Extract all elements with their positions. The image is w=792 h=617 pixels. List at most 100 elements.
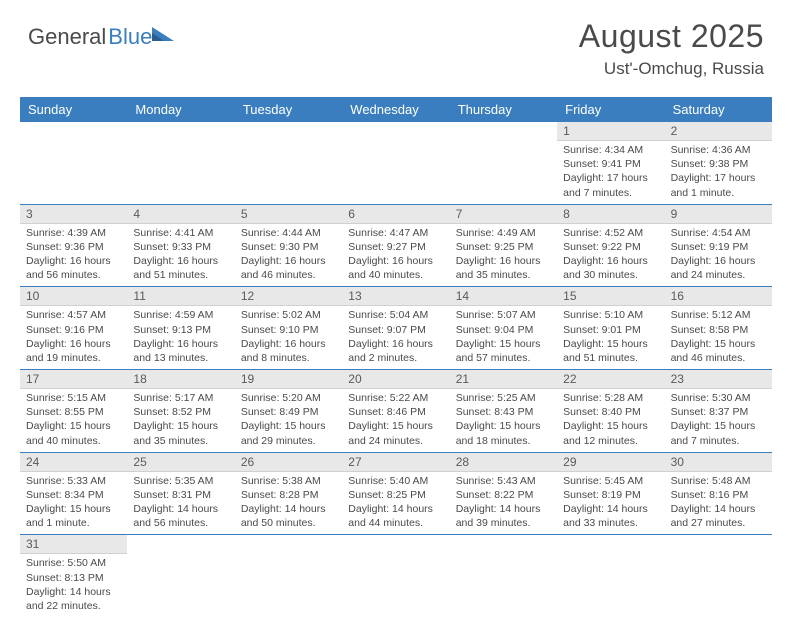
week-row: 3Sunrise: 4:39 AMSunset: 9:36 PMDaylight… bbox=[20, 205, 772, 288]
day-number: 3 bbox=[20, 205, 127, 224]
day-cell: 14Sunrise: 5:07 AMSunset: 9:04 PMDayligh… bbox=[450, 287, 557, 369]
day-cell: 1Sunrise: 4:34 AMSunset: 9:41 PMDaylight… bbox=[557, 122, 664, 204]
day-details: Sunrise: 4:52 AMSunset: 9:22 PMDaylight:… bbox=[557, 224, 664, 287]
day-details: Sunrise: 4:49 AMSunset: 9:25 PMDaylight:… bbox=[450, 224, 557, 287]
day-number: 4 bbox=[127, 205, 234, 224]
sunset-text: Sunset: 9:01 PM bbox=[563, 323, 658, 337]
day-details: Sunrise: 5:38 AMSunset: 8:28 PMDaylight:… bbox=[235, 472, 342, 535]
day-details: Sunrise: 4:34 AMSunset: 9:41 PMDaylight:… bbox=[557, 141, 664, 204]
sunrise-text: Sunrise: 5:17 AM bbox=[133, 391, 228, 405]
daylight-text: Daylight: 16 hours and 46 minutes. bbox=[241, 254, 336, 282]
day-header-cell: Sunday bbox=[20, 97, 127, 122]
sunrise-text: Sunrise: 5:48 AM bbox=[671, 474, 766, 488]
day-cell: 7Sunrise: 4:49 AMSunset: 9:25 PMDaylight… bbox=[450, 205, 557, 287]
day-cell: 16Sunrise: 5:12 AMSunset: 8:58 PMDayligh… bbox=[665, 287, 772, 369]
day-number: 30 bbox=[665, 453, 772, 472]
sunset-text: Sunset: 8:19 PM bbox=[563, 488, 658, 502]
day-number: 22 bbox=[557, 370, 664, 389]
sunset-text: Sunset: 8:43 PM bbox=[456, 405, 551, 419]
sunrise-text: Sunrise: 5:15 AM bbox=[26, 391, 121, 405]
sunrise-text: Sunrise: 4:39 AM bbox=[26, 226, 121, 240]
daylight-text: Daylight: 14 hours and 50 minutes. bbox=[241, 502, 336, 530]
day-header-cell: Saturday bbox=[665, 97, 772, 122]
location: Ust'-Omchug, Russia bbox=[579, 59, 764, 79]
week-row: 10Sunrise: 4:57 AMSunset: 9:16 PMDayligh… bbox=[20, 287, 772, 370]
daylight-text: Daylight: 14 hours and 44 minutes. bbox=[348, 502, 443, 530]
day-number: 13 bbox=[342, 287, 449, 306]
sunrise-text: Sunrise: 5:22 AM bbox=[348, 391, 443, 405]
sunset-text: Sunset: 8:28 PM bbox=[241, 488, 336, 502]
day-number: 26 bbox=[235, 453, 342, 472]
sunrise-text: Sunrise: 5:25 AM bbox=[456, 391, 551, 405]
sunrise-text: Sunrise: 4:36 AM bbox=[671, 143, 766, 157]
daylight-text: Daylight: 15 hours and 12 minutes. bbox=[563, 419, 658, 447]
day-number: 18 bbox=[127, 370, 234, 389]
sunset-text: Sunset: 9:04 PM bbox=[456, 323, 551, 337]
day-cell: 18Sunrise: 5:17 AMSunset: 8:52 PMDayligh… bbox=[127, 370, 234, 452]
day-details: Sunrise: 4:57 AMSunset: 9:16 PMDaylight:… bbox=[20, 306, 127, 369]
daylight-text: Daylight: 14 hours and 27 minutes. bbox=[671, 502, 766, 530]
daylight-text: Daylight: 15 hours and 35 minutes. bbox=[133, 419, 228, 447]
day-cell: 22Sunrise: 5:28 AMSunset: 8:40 PMDayligh… bbox=[557, 370, 664, 452]
day-cell bbox=[450, 535, 557, 617]
day-cell bbox=[20, 122, 127, 204]
day-details: Sunrise: 4:39 AMSunset: 9:36 PMDaylight:… bbox=[20, 224, 127, 287]
title-block: August 2025 Ust'-Omchug, Russia bbox=[579, 18, 764, 79]
daylight-text: Daylight: 16 hours and 56 minutes. bbox=[26, 254, 121, 282]
daylight-text: Daylight: 15 hours and 24 minutes. bbox=[348, 419, 443, 447]
day-cell: 23Sunrise: 5:30 AMSunset: 8:37 PMDayligh… bbox=[665, 370, 772, 452]
daylight-text: Daylight: 14 hours and 33 minutes. bbox=[563, 502, 658, 530]
sunrise-text: Sunrise: 4:49 AM bbox=[456, 226, 551, 240]
daylight-text: Daylight: 14 hours and 22 minutes. bbox=[26, 585, 121, 613]
daylight-text: Daylight: 14 hours and 56 minutes. bbox=[133, 502, 228, 530]
day-cell: 15Sunrise: 5:10 AMSunset: 9:01 PMDayligh… bbox=[557, 287, 664, 369]
day-cell: 4Sunrise: 4:41 AMSunset: 9:33 PMDaylight… bbox=[127, 205, 234, 287]
day-header-cell: Wednesday bbox=[342, 97, 449, 122]
sunset-text: Sunset: 9:13 PM bbox=[133, 323, 228, 337]
daylight-text: Daylight: 16 hours and 35 minutes. bbox=[456, 254, 551, 282]
day-cell: 17Sunrise: 5:15 AMSunset: 8:55 PMDayligh… bbox=[20, 370, 127, 452]
sunset-text: Sunset: 9:33 PM bbox=[133, 240, 228, 254]
day-details: Sunrise: 5:33 AMSunset: 8:34 PMDaylight:… bbox=[20, 472, 127, 535]
day-number: 31 bbox=[20, 535, 127, 554]
day-number: 24 bbox=[20, 453, 127, 472]
sunrise-text: Sunrise: 4:41 AM bbox=[133, 226, 228, 240]
daylight-text: Daylight: 15 hours and 46 minutes. bbox=[671, 337, 766, 365]
day-details: Sunrise: 5:12 AMSunset: 8:58 PMDaylight:… bbox=[665, 306, 772, 369]
sunset-text: Sunset: 9:41 PM bbox=[563, 157, 658, 171]
sunrise-text: Sunrise: 5:30 AM bbox=[671, 391, 766, 405]
day-cell bbox=[127, 535, 234, 617]
day-cell bbox=[342, 122, 449, 204]
sunset-text: Sunset: 9:25 PM bbox=[456, 240, 551, 254]
day-cell: 12Sunrise: 5:02 AMSunset: 9:10 PMDayligh… bbox=[235, 287, 342, 369]
day-details: Sunrise: 4:36 AMSunset: 9:38 PMDaylight:… bbox=[665, 141, 772, 204]
logo-text-1: General bbox=[28, 24, 106, 50]
day-details: Sunrise: 5:28 AMSunset: 8:40 PMDaylight:… bbox=[557, 389, 664, 452]
day-cell bbox=[665, 535, 772, 617]
day-number: 21 bbox=[450, 370, 557, 389]
day-details: Sunrise: 5:45 AMSunset: 8:19 PMDaylight:… bbox=[557, 472, 664, 535]
day-number: 25 bbox=[127, 453, 234, 472]
daylight-text: Daylight: 15 hours and 51 minutes. bbox=[563, 337, 658, 365]
day-cell: 9Sunrise: 4:54 AMSunset: 9:19 PMDaylight… bbox=[665, 205, 772, 287]
day-cell: 6Sunrise: 4:47 AMSunset: 9:27 PMDaylight… bbox=[342, 205, 449, 287]
day-cell bbox=[127, 122, 234, 204]
day-cell bbox=[450, 122, 557, 204]
header: GeneralBlue August 2025 Ust'-Omchug, Rus… bbox=[0, 0, 792, 89]
sunrise-text: Sunrise: 5:35 AM bbox=[133, 474, 228, 488]
daylight-text: Daylight: 15 hours and 29 minutes. bbox=[241, 419, 336, 447]
sunrise-text: Sunrise: 5:33 AM bbox=[26, 474, 121, 488]
sunset-text: Sunset: 9:16 PM bbox=[26, 323, 121, 337]
week-row: 31Sunrise: 5:50 AMSunset: 8:13 PMDayligh… bbox=[20, 535, 772, 617]
day-cell: 21Sunrise: 5:25 AMSunset: 8:43 PMDayligh… bbox=[450, 370, 557, 452]
day-cell: 10Sunrise: 4:57 AMSunset: 9:16 PMDayligh… bbox=[20, 287, 127, 369]
day-cell bbox=[235, 535, 342, 617]
sunset-text: Sunset: 8:55 PM bbox=[26, 405, 121, 419]
sunrise-text: Sunrise: 5:50 AM bbox=[26, 556, 121, 570]
weeks-container: 1Sunrise: 4:34 AMSunset: 9:41 PMDaylight… bbox=[20, 122, 772, 617]
day-details: Sunrise: 4:47 AMSunset: 9:27 PMDaylight:… bbox=[342, 224, 449, 287]
sunrise-text: Sunrise: 4:44 AM bbox=[241, 226, 336, 240]
day-cell: 8Sunrise: 4:52 AMSunset: 9:22 PMDaylight… bbox=[557, 205, 664, 287]
day-number: 6 bbox=[342, 205, 449, 224]
sunrise-text: Sunrise: 4:57 AM bbox=[26, 308, 121, 322]
